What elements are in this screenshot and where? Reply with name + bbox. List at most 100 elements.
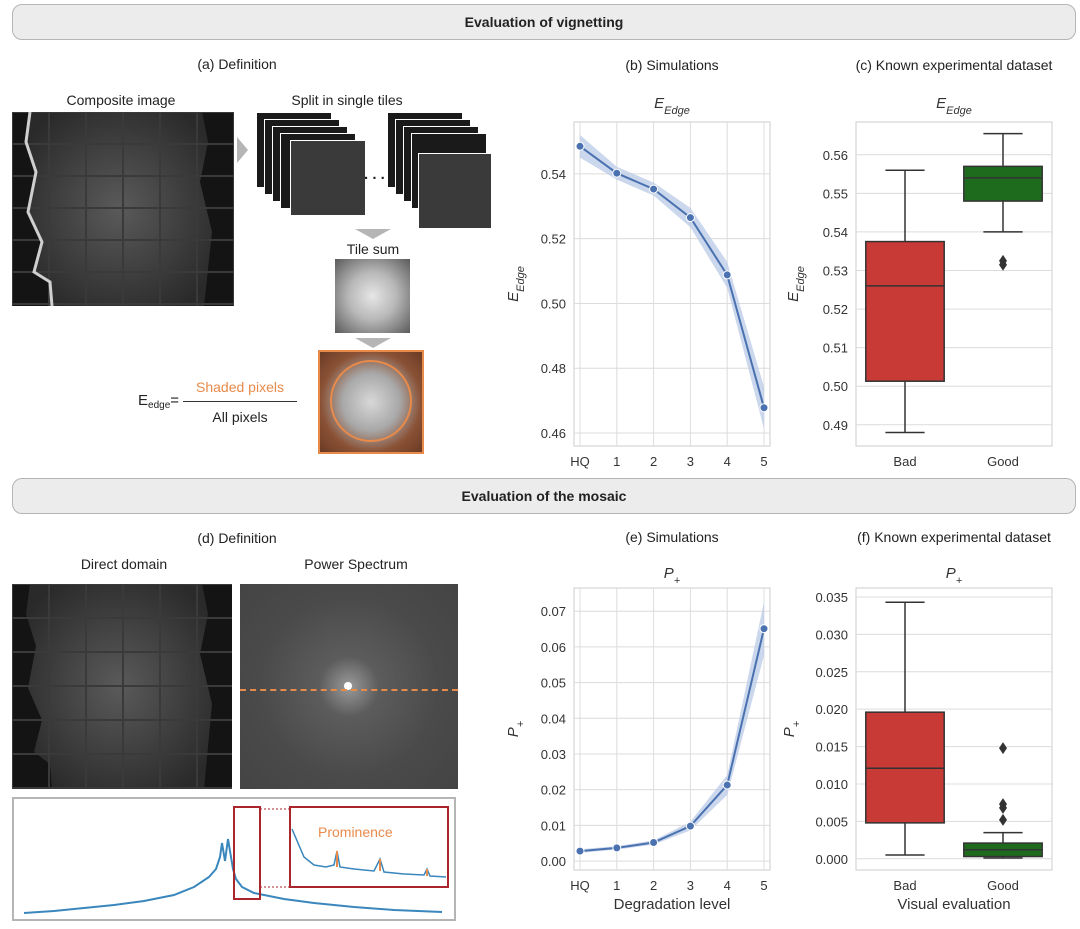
confidence-band (580, 601, 764, 853)
x-tick-label: HQ (570, 454, 590, 469)
outlier-point (999, 813, 1007, 826)
y-tick-label: 0.05 (541, 676, 566, 691)
y-tick-label: 0.55 (823, 186, 848, 201)
y-tick-label: 0.52 (541, 232, 566, 247)
chart-title: EEdge (936, 95, 972, 117)
y-axis-label: EEdge (505, 266, 527, 302)
data-point (612, 843, 622, 853)
outlier-point (999, 798, 1007, 811)
y-tick-label: 0.005 (815, 814, 848, 829)
chart-c: (c) Known experimental dataset EEdge 0.49 0… (785, 57, 1053, 469)
chart-title: P+ (664, 565, 681, 587)
x-tick-label: 1 (613, 454, 620, 469)
y-tick-label: 0.46 (541, 426, 566, 441)
data-point (575, 141, 585, 151)
section-banner-mosaic: Evaluation of the mosaic (12, 478, 1076, 514)
split-tiles-label: Split in single tiles (291, 92, 403, 108)
section-title: Evaluation of the mosaic (461, 488, 627, 504)
y-tick-label: 0.03 (541, 747, 566, 762)
tile-sum-label: Tile sum (346, 241, 400, 257)
arrow-down-icon (355, 229, 391, 239)
chart-e: (e) Simulations P+ 0.00 0.01 0.02 0.03 0.04 0.0… (505, 529, 771, 913)
y-tick-label: 0.00 (541, 854, 566, 869)
panel-title: (b) Simulations (625, 57, 718, 73)
y-tick-label: 0.025 (815, 665, 848, 680)
panel-title: (e) Simulations (625, 529, 718, 545)
data-point (722, 270, 732, 280)
y-tick-label: 0.010 (815, 777, 848, 792)
y-tick-label: 0.000 (815, 852, 848, 867)
series-line (579, 628, 765, 853)
y-tick-label: 0.50 (541, 296, 566, 311)
shaded-tile-image (318, 350, 424, 454)
section-title: Evaluation of vignetting (464, 14, 624, 30)
formula-lhs: Eedge= (138, 392, 180, 411)
composite-image-label: Composite image (66, 92, 176, 108)
y-tick-label: 0.50 (823, 379, 848, 394)
data-point (685, 213, 695, 223)
y-axis-label: P+ (505, 720, 527, 737)
y-tick-label: 0.51 (823, 341, 848, 356)
spectrum-center (344, 682, 352, 690)
arrow-right-icon (237, 137, 248, 163)
prominence-label: Prominence (318, 824, 393, 840)
y-tick-label: 0.01 (541, 818, 566, 833)
x-tick-label: 4 (724, 454, 731, 469)
direct-domain-label: Direct domain (80, 556, 168, 572)
y-tick-label: 0.48 (541, 361, 566, 376)
y-tick-label: 0.53 (823, 264, 848, 279)
y-axis-label: P+ (781, 720, 803, 737)
fraction-bar (183, 401, 297, 402)
data-point (612, 168, 622, 178)
panel-a-title: (a) Definition (197, 56, 277, 72)
outlier-point (999, 254, 1007, 267)
y-tick-label: 0.035 (815, 590, 848, 605)
y-tick-label: 0.54 (541, 167, 566, 182)
plot-area (573, 121, 771, 447)
y-tick-label: 0.020 (815, 702, 848, 717)
zoom-region-box (233, 806, 261, 900)
chart-title: EEdge (654, 95, 690, 117)
chart-f: (f) Known experimental dataset P+ 0.000 0.0… (781, 529, 1053, 913)
x-tick-label: 2 (650, 454, 657, 469)
y-tick-label: 0.56 (823, 148, 848, 163)
section-banner-vignetting: Evaluation of vignetting (12, 4, 1076, 40)
tile-sum-image (335, 259, 410, 333)
x-axis-label: Visual evaluation (897, 896, 1010, 913)
formula-numerator: Shaded pixels (196, 379, 284, 395)
edge-circle (330, 360, 412, 442)
y-tick-label: 0.02 (541, 783, 566, 798)
composite-image-art (12, 112, 234, 306)
y-tick-label: 0.49 (823, 418, 848, 433)
x-tick-label: 2 (650, 878, 657, 893)
y-tick-label: 0.52 (823, 302, 848, 317)
panel-title: (f) Known experimental dataset (857, 529, 1051, 545)
x-tick-label: 5 (760, 878, 767, 893)
panel-title: (c) Known experimental dataset (856, 57, 1053, 73)
x-tick-label: Bad (893, 878, 916, 893)
data-point (685, 821, 695, 831)
data-point (649, 184, 659, 194)
profile-plot: Prominence (23, 806, 449, 914)
box (963, 165, 1043, 202)
box (865, 240, 945, 382)
x-tick-label: 3 (687, 454, 694, 469)
x-tick-label: HQ (570, 878, 590, 893)
y-tick-label: 0.54 (823, 225, 848, 240)
x-tick-label: 5 (760, 454, 767, 469)
x-tick-label: 3 (687, 878, 694, 893)
data-point (722, 780, 732, 790)
direct-domain-image (12, 584, 232, 789)
x-tick-label: Bad (893, 454, 916, 469)
y-tick-label: 0.06 (541, 640, 566, 655)
x-tick-label: 4 (724, 878, 731, 893)
power-spectrum-image (240, 584, 458, 789)
y-tick-label: 0.04 (541, 711, 566, 726)
x-axis-label: Degradation level (614, 896, 731, 913)
ellipsis-dots: . . . (364, 166, 385, 183)
outlier-point (999, 742, 1007, 755)
y-axis-label: EEdge (785, 266, 807, 302)
power-spectrum-label: Power Spectrum (304, 556, 408, 572)
y-tick-label: 0.015 (815, 740, 848, 755)
direct-domain-art (12, 584, 232, 789)
